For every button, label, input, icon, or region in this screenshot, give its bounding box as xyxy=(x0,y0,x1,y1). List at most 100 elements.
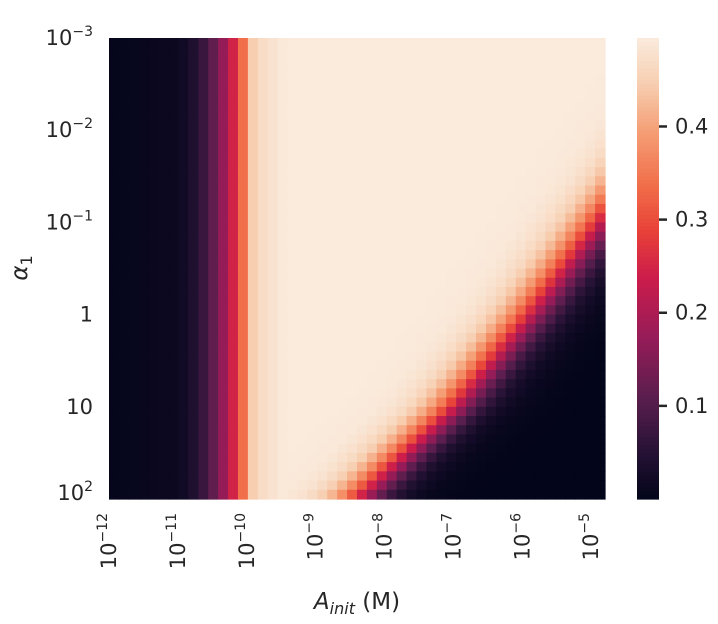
heatmap-cell xyxy=(535,102,547,113)
heatmap-cell xyxy=(287,406,299,417)
heatmap-cell xyxy=(485,194,497,205)
heatmap-cell xyxy=(337,250,348,260)
colorbar-segment xyxy=(637,137,659,143)
heatmap-cell xyxy=(476,480,487,491)
heatmap-cell xyxy=(158,480,170,491)
heatmap-cell xyxy=(466,231,477,242)
heatmap-cell xyxy=(218,388,229,399)
heatmap-cell xyxy=(297,296,308,306)
heatmap-cell xyxy=(535,277,547,288)
heatmap-cell xyxy=(237,416,249,426)
heatmap-cell xyxy=(198,259,209,270)
heatmap-cell xyxy=(158,360,170,371)
heatmap-cell xyxy=(297,314,308,325)
heatmap-cell xyxy=(287,157,299,168)
heatmap-cell xyxy=(436,351,447,362)
heatmap-cell xyxy=(545,93,556,104)
heatmap-cell xyxy=(366,93,378,104)
heatmap-cell xyxy=(386,434,398,445)
heatmap-cell xyxy=(218,130,229,141)
heatmap-cell xyxy=(237,157,249,168)
heatmap-cell xyxy=(515,259,527,270)
heatmap-cell xyxy=(366,277,378,288)
heatmap-cell xyxy=(287,397,299,408)
heatmap-cell xyxy=(128,222,140,233)
heatmap-cell xyxy=(307,268,318,279)
heatmap-cell xyxy=(247,157,259,168)
heatmap-cell xyxy=(128,259,140,270)
heatmap-cell xyxy=(555,305,566,316)
heatmap-cell xyxy=(118,102,130,113)
heatmap-cell xyxy=(118,203,130,214)
heatmap-cell xyxy=(476,268,487,279)
heatmap-cell xyxy=(565,379,576,389)
colorbar-segment xyxy=(637,241,659,247)
heatmap-cell xyxy=(357,111,368,122)
heatmap-cell xyxy=(595,185,606,196)
heatmap-cell xyxy=(109,360,120,371)
heatmap-cell xyxy=(307,185,318,196)
heatmap-cell xyxy=(198,388,209,399)
heatmap-cell xyxy=(595,157,606,168)
heatmap-cell xyxy=(257,268,269,279)
heatmap-cell xyxy=(426,452,437,463)
heatmap-cell xyxy=(347,314,358,325)
heatmap-cell xyxy=(277,286,289,297)
heatmap-cell xyxy=(446,259,457,270)
heatmap-cell xyxy=(317,323,328,334)
heatmap-cell xyxy=(297,74,308,85)
heatmap-cell xyxy=(317,268,328,279)
heatmap-cell xyxy=(476,139,487,150)
heatmap-cell xyxy=(446,47,457,58)
heatmap-cell xyxy=(565,277,576,288)
heatmap-cell xyxy=(416,148,428,159)
heatmap-cell xyxy=(456,139,467,150)
heatmap-cell xyxy=(515,443,527,454)
heatmap-cell xyxy=(208,277,219,288)
colorbar-segment xyxy=(637,237,659,243)
heatmap-cell xyxy=(277,277,289,288)
heatmap-cell xyxy=(337,379,348,389)
heatmap-cell xyxy=(396,259,408,270)
colorbar-tick-label: 0.4 xyxy=(675,114,708,138)
heatmap-cell xyxy=(198,277,209,288)
heatmap-cell xyxy=(545,305,556,316)
heatmap-cell xyxy=(535,120,547,131)
heatmap-cell xyxy=(585,452,596,463)
heatmap-cell xyxy=(366,296,378,306)
heatmap-cell xyxy=(109,286,120,297)
heatmap-cell xyxy=(118,65,130,76)
heatmap-cell xyxy=(317,277,328,288)
heatmap-cell xyxy=(347,379,358,389)
heatmap-cell xyxy=(208,167,219,177)
heatmap-cell xyxy=(148,351,160,362)
heatmap-cell xyxy=(347,296,358,306)
heatmap-cell xyxy=(545,416,556,426)
heatmap-cell xyxy=(208,74,219,85)
heatmap-cell xyxy=(327,489,338,500)
heatmap-cell xyxy=(545,379,556,389)
heatmap-cell xyxy=(466,351,477,362)
heatmap-cell xyxy=(128,416,140,426)
heatmap-cell xyxy=(476,250,487,260)
heatmap-cell xyxy=(347,333,358,343)
heatmap-cell xyxy=(247,203,259,214)
heatmap-cell xyxy=(178,397,189,408)
heatmap-cell xyxy=(466,111,477,122)
heatmap-cell xyxy=(525,397,537,408)
heatmap-cell xyxy=(257,93,269,104)
heatmap-cell xyxy=(138,240,150,251)
heatmap-cell xyxy=(228,240,239,251)
heatmap-cell xyxy=(565,425,576,436)
heatmap-cell xyxy=(178,120,189,131)
heatmap-cell xyxy=(426,277,437,288)
heatmap-cell xyxy=(148,231,160,242)
heatmap-cell xyxy=(485,342,497,353)
heatmap-cell xyxy=(535,397,547,408)
heatmap-cell xyxy=(446,120,457,131)
heatmap-cell xyxy=(426,443,437,454)
heatmap-cell xyxy=(595,194,606,205)
heatmap-cell xyxy=(148,397,160,408)
heatmap-cell xyxy=(337,167,348,177)
heatmap-cell xyxy=(109,157,120,168)
